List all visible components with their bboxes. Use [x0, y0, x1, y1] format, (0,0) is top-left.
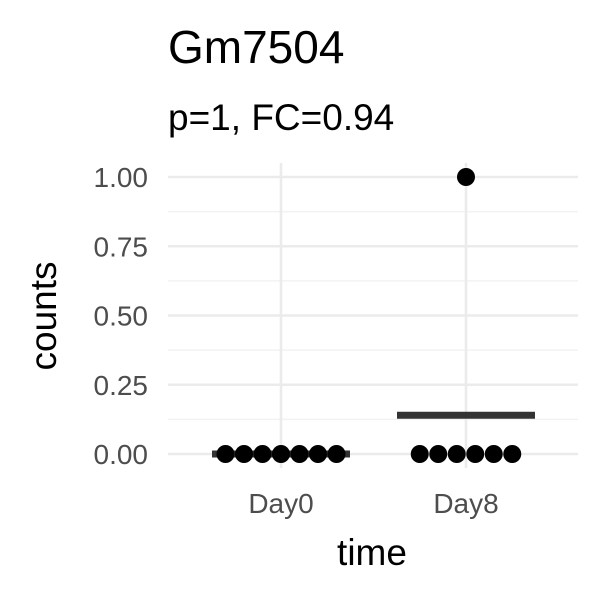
x-tick-label: Day8	[433, 488, 498, 519]
data-point	[235, 445, 253, 463]
y-tick-label: 1.00	[94, 162, 149, 193]
data-point	[290, 445, 309, 463]
grid	[168, 163, 578, 468]
data-point	[429, 445, 448, 463]
data-point	[272, 445, 290, 463]
data-point	[253, 445, 272, 463]
x-axis-ticks: Day0 Day8	[248, 488, 498, 519]
x-tick-label: Day0	[248, 488, 313, 519]
y-axis-title: counts	[23, 261, 64, 370]
data-point	[216, 445, 235, 463]
y-tick-label: 0.00	[94, 439, 149, 470]
y-axis-ticks: 0.00 0.25 0.50 0.75 1.00	[94, 162, 149, 470]
y-tick-label: 0.50	[94, 301, 149, 332]
data-point	[457, 168, 475, 186]
data-point	[410, 445, 429, 463]
x-axis-title: time	[337, 532, 407, 573]
chart-subtitle: p=1, FC=0.94	[168, 97, 394, 138]
data-point	[484, 445, 503, 463]
data-point	[466, 445, 485, 463]
data-points	[216, 168, 522, 463]
y-tick-label: 0.75	[94, 231, 149, 262]
data-point	[503, 445, 522, 463]
y-tick-label: 0.25	[94, 370, 149, 401]
data-point	[309, 445, 327, 463]
chart-title: Gm7504	[168, 21, 344, 73]
data-point	[447, 445, 466, 463]
data-point	[327, 445, 346, 463]
